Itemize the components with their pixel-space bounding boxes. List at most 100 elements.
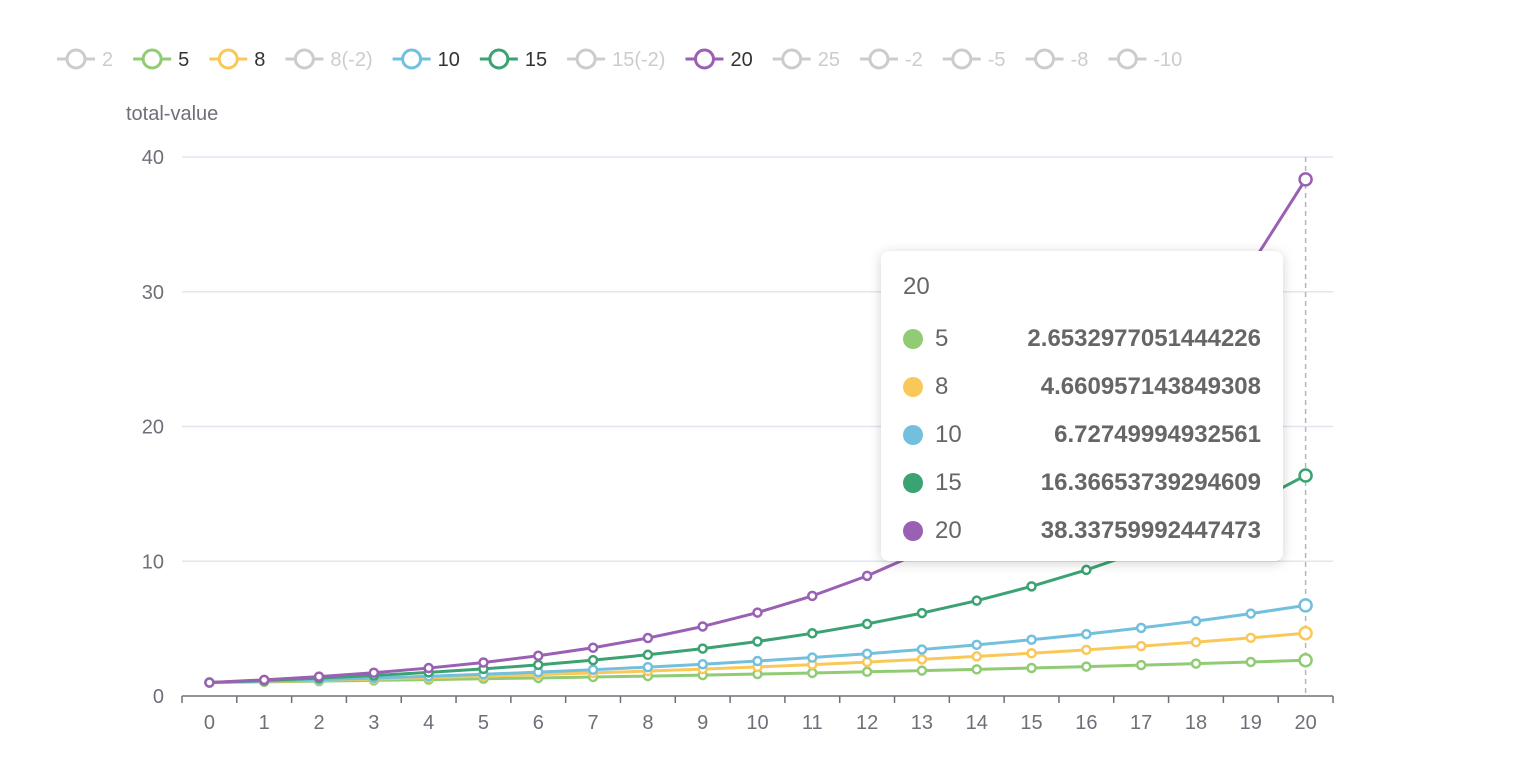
legend-item-10[interactable]: 10: [392, 48, 460, 71]
x-tick-label: 4: [423, 712, 434, 734]
data-point[interactable]: [971, 595, 982, 606]
tooltip-series-name: 15: [935, 469, 962, 496]
data-point[interactable]: [971, 651, 982, 662]
legend-label: -2: [905, 49, 923, 71]
data-point[interactable]: [861, 656, 873, 668]
data-point[interactable]: [861, 666, 873, 678]
legend-item-15[interactable]: 15: [479, 48, 547, 71]
legend-item-5[interactable]: 5: [133, 48, 189, 71]
legend-item-20[interactable]: 20: [685, 48, 753, 71]
tooltip-series-value: 6.72749994932561: [1054, 421, 1261, 448]
data-point[interactable]: [861, 618, 873, 630]
data-point[interactable]: [916, 607, 928, 619]
legend-label: 10: [438, 49, 460, 71]
data-point[interactable]: [1245, 608, 1257, 619]
x-tick-label: 10: [746, 712, 768, 734]
x-tick-label: 1: [259, 712, 270, 734]
x-tick-label: 2: [313, 712, 324, 734]
legend-circle-icon: [217, 48, 239, 70]
data-point[interactable]: [587, 664, 599, 675]
legend-item-8(-2)[interactable]: 8(-2): [285, 48, 373, 71]
legend-item-25[interactable]: 25: [772, 48, 840, 71]
data-point[interactable]: [1135, 659, 1147, 671]
legend-label: 8(-2): [330, 49, 372, 71]
tooltip-title: 20: [903, 273, 930, 300]
data-point[interactable]: [642, 661, 654, 673]
data-point[interactable]: [1135, 622, 1147, 634]
legend-item--5[interactable]: -5: [942, 48, 1006, 71]
data-point[interactable]: [1245, 632, 1257, 644]
data-point[interactable]: [807, 628, 818, 639]
x-tick-label: 20: [1294, 712, 1316, 734]
legend-item-15(-2)[interactable]: 15(-2): [567, 48, 665, 71]
data-point[interactable]: [1026, 634, 1037, 645]
data-point[interactable]: [642, 649, 654, 661]
data-point[interactable]: [1026, 648, 1037, 659]
legend-label: 25: [818, 49, 840, 71]
data-point[interactable]: [971, 664, 982, 675]
data-point[interactable]: [807, 590, 818, 602]
tooltip-series-name: 10: [935, 421, 962, 448]
data-point[interactable]: [587, 642, 599, 653]
data-point[interactable]: [533, 650, 544, 662]
data-point[interactable]: [916, 654, 928, 665]
data-point[interactable]: [971, 639, 982, 651]
series-dot-icon: [903, 425, 923, 445]
legend-circle-icon: [401, 48, 423, 70]
data-point[interactable]: [313, 671, 325, 682]
data-point[interactable]: [1298, 598, 1313, 613]
legend-circle-icon: [141, 48, 163, 70]
data-point[interactable]: [752, 655, 763, 667]
data-point[interactable]: [697, 643, 708, 654]
data-point[interactable]: [204, 677, 215, 688]
data-point[interactable]: [916, 644, 928, 655]
y-tick-label: 30: [142, 282, 164, 304]
legend-item--8[interactable]: -8: [1025, 48, 1089, 71]
data-point[interactable]: [861, 570, 873, 582]
y-tick-label: 0: [153, 686, 164, 708]
legend-item--10[interactable]: -10: [1108, 48, 1182, 71]
data-point[interactable]: [752, 636, 763, 647]
tooltip-row: 10 6.72749994932561: [903, 411, 1261, 459]
data-point[interactable]: [478, 657, 489, 668]
x-tick-label: 3: [368, 712, 379, 734]
data-point[interactable]: [258, 674, 270, 686]
tooltip-series-value: 4.660957143849308: [1040, 373, 1261, 400]
data-point[interactable]: [697, 658, 708, 670]
data-point[interactable]: [861, 648, 873, 659]
data-point[interactable]: [752, 607, 763, 618]
data-point[interactable]: [1245, 656, 1257, 668]
tooltip: 20 5 2.6532977051444226 8 4.660957143849308…: [881, 251, 1283, 561]
data-point[interactable]: [807, 652, 818, 663]
data-point[interactable]: [1298, 625, 1313, 641]
legend-item-8[interactable]: 8: [209, 48, 265, 71]
data-point[interactable]: [1190, 615, 1202, 627]
series-dot-icon: [903, 329, 923, 349]
legend-circle-icon: [293, 48, 315, 70]
data-point[interactable]: [423, 662, 434, 674]
data-point[interactable]: [697, 621, 708, 632]
data-point[interactable]: [807, 667, 818, 679]
data-point[interactable]: [1026, 662, 1037, 674]
data-point[interactable]: [1298, 172, 1313, 187]
data-point[interactable]: [587, 654, 599, 666]
legend-item-2[interactable]: 2: [57, 48, 113, 71]
data-point[interactable]: [1298, 468, 1313, 483]
data-point[interactable]: [1190, 636, 1202, 648]
data-point[interactable]: [1026, 581, 1037, 592]
data-point[interactable]: [1081, 564, 1092, 576]
data-point[interactable]: [1081, 644, 1092, 656]
data-point[interactable]: [1190, 658, 1202, 669]
data-point[interactable]: [368, 667, 380, 678]
data-point[interactable]: [642, 632, 654, 644]
data-point[interactable]: [1135, 640, 1147, 652]
data-point[interactable]: [1298, 652, 1313, 668]
data-point[interactable]: [1081, 628, 1092, 640]
y-tick-label: 40: [142, 147, 164, 169]
legend-label: 15: [525, 49, 547, 71]
legend-item--2[interactable]: -2: [859, 48, 923, 71]
data-point[interactable]: [1081, 661, 1092, 672]
data-point[interactable]: [916, 665, 928, 676]
data-point[interactable]: [533, 659, 544, 671]
